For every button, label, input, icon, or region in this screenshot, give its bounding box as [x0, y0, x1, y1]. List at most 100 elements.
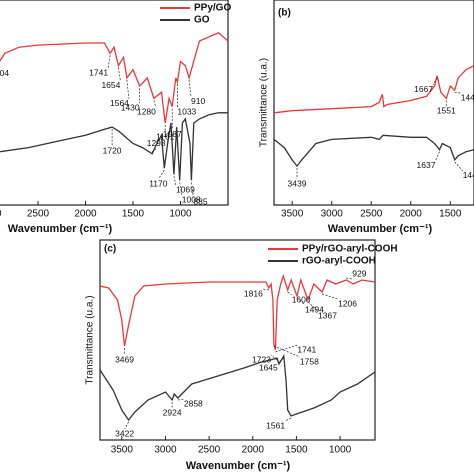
x-tick-label: 3500: [111, 445, 134, 456]
x-axis-title: Wavenumber (cm⁻¹): [186, 460, 291, 472]
annotation-leader: [191, 182, 194, 198]
annotation-leader: [179, 182, 183, 196]
spectrum-line: [0, 32, 229, 124]
annotation-label: 1430: [121, 102, 140, 112]
annotation-leader: [177, 398, 184, 401]
annotation-label: 929: [352, 268, 366, 278]
annotation-leader: [321, 293, 339, 300]
panel: 3500 3000 2500 2000 1500 1000 Wavenumber (cm⁻¹…: [85, 239, 398, 472]
x-axis-title: Wavenumber (cm⁻¹): [8, 223, 113, 235]
x-tick-label: 1500: [122, 209, 145, 220]
annotation-leader: [262, 288, 269, 291]
annotation-leader: [158, 169, 165, 180]
annotation-leader: [275, 344, 298, 353]
annotation-label: 1206: [338, 298, 357, 308]
annotation-leader: [173, 176, 177, 186]
spectrum-line: [0, 112, 228, 181]
annotation-label: 3422: [115, 428, 134, 438]
annotation-leader: [126, 79, 130, 99]
annotation-label: 1494: [305, 304, 324, 314]
x-tick-label: 1000: [169, 209, 192, 220]
annotation-label: 1008: [182, 195, 201, 205]
plot-frame: [99, 239, 376, 441]
annotation-label: 1551: [437, 106, 456, 116]
x-tick-label: 3000: [154, 445, 177, 456]
annotation-leader: [188, 79, 192, 97]
x-axis-title: Wavenumber (cm⁻¹): [328, 223, 433, 235]
annotation-label: 1667: [414, 84, 433, 94]
annotation-label: 2904: [0, 68, 9, 78]
spectrum-line: [99, 353, 376, 422]
annotation-label: 1637: [417, 160, 436, 170]
legend-label: PPy/rGO-aryl-COOH: [302, 244, 398, 255]
x-tick-label: 1000: [329, 445, 352, 456]
x-tick-label: 2500: [198, 445, 221, 456]
spectrum-line: [99, 273, 376, 351]
annotation-label: 3469: [115, 354, 134, 364]
x-tick-label: 2000: [74, 209, 97, 220]
spectrum-line: [273, 134, 474, 168]
annotation-label: 2858: [184, 398, 203, 408]
x-tick-label: 3000: [0, 209, 2, 220]
annotation-leader: [270, 354, 278, 361]
legend-label: GO: [194, 15, 210, 26]
annotation-label: 1723: [252, 354, 271, 364]
annotation-label: 1161: [156, 131, 175, 141]
annotation-leader: [454, 91, 461, 94]
annotation-label: 1645: [259, 362, 278, 372]
annotation-leader: [273, 345, 301, 358]
x-tick-label: 2000: [242, 445, 265, 456]
panel: 3500 3000 2500 2000 1500 Wavenumber (cm⁻¹) Tra…: [259, 0, 474, 235]
annotation-leader: [296, 297, 306, 306]
y-axis-title: Transmittance (u.a.): [259, 58, 270, 147]
annotation-label: 910: [191, 96, 205, 106]
plot-frame: [273, 0, 474, 206]
annotation-label: 885: [193, 197, 207, 207]
annotation-label: 1758: [300, 356, 319, 366]
y-axis-title: Transmittance (u.a.): [85, 295, 96, 384]
panel-label: (b): [278, 8, 291, 19]
annotation-label: 1720: [103, 145, 122, 155]
annotation-leader: [118, 67, 121, 81]
panel-label: (c): [104, 244, 116, 255]
annotation-label: 1600: [292, 294, 311, 304]
annotation-label: 1280: [137, 107, 156, 117]
annotation-label: 1741: [89, 68, 108, 78]
annotation-label: 2924: [163, 407, 182, 417]
annotation-label: 1816: [244, 288, 263, 298]
annotation-label: 1298: [147, 138, 166, 148]
x-tick-label: 2500: [360, 209, 383, 220]
x-tick-label: 1500: [285, 445, 308, 456]
panel: 3000 2500 2000 1500 1000 Wavenumber (cm⁻¹) PPy…: [0, 0, 231, 235]
annotation-label: 1069: [176, 185, 195, 195]
annotation-leader: [153, 100, 157, 108]
annotation-label: 1561: [266, 420, 285, 430]
x-tick-label: 3500: [281, 209, 304, 220]
spectrum-line: [273, 65, 474, 114]
annotation-leader: [107, 55, 111, 69]
x-tick-label: 2000: [400, 209, 423, 220]
annotation-label: 1444: [461, 92, 474, 102]
annotation-label: 1087: [163, 129, 182, 139]
annotation-label: 1654: [101, 80, 120, 90]
annotation-label: 3439: [288, 178, 307, 188]
annotation-leader: [287, 291, 292, 296]
annotation-label: 1367: [318, 310, 337, 320]
annotation-leader: [432, 77, 438, 86]
legend-label: PPy/GO: [194, 3, 231, 14]
annotation-label: 1564: [110, 98, 129, 108]
annotation-leader: [346, 277, 353, 280]
annotation-leader: [307, 301, 319, 312]
x-tick-label: 3000: [321, 209, 344, 220]
annotation-leader: [151, 148, 157, 153]
legend-label: rGO-aryl-COOH: [302, 256, 376, 267]
annotation-leader: [124, 421, 129, 430]
annotation-leader: [435, 151, 440, 161]
annotation-label: 1444: [463, 170, 474, 180]
annotation-label: 1033: [177, 106, 196, 116]
annotation-leader: [454, 161, 463, 172]
annotation-label: 1170: [149, 178, 168, 188]
x-tick-label: 2500: [27, 209, 50, 220]
plot-frame: [0, 0, 229, 206]
